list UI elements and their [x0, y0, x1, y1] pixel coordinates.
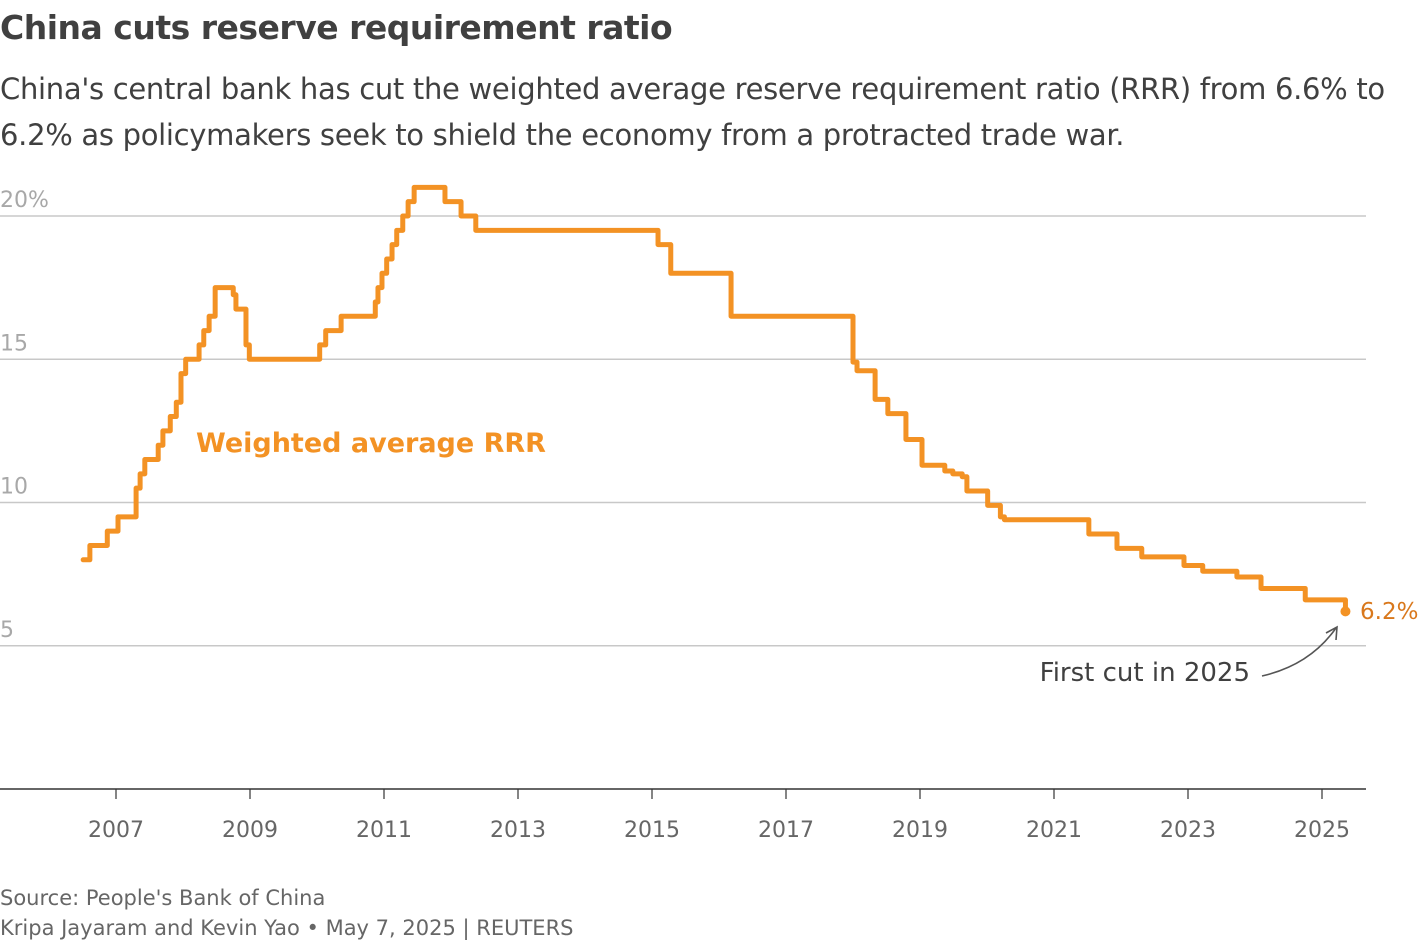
x-tick-label: 2015 [624, 818, 680, 843]
rrr-series-line [80, 184, 1348, 603]
chart-title: China cuts reserve requirement ratio [0, 8, 673, 47]
annotation-arrow [1261, 627, 1337, 677]
x-tick-label: 2019 [892, 818, 948, 843]
source-note: Source: People's Bank of China [0, 886, 326, 910]
last-value-label: 6.2% [1360, 599, 1418, 625]
y-tick-label: 5 [0, 618, 14, 643]
x-tick-label: 2007 [88, 818, 144, 843]
y-tick-label: 10 [0, 475, 28, 500]
y-tick-label: 20% [0, 188, 49, 213]
chart-subtitle: China's central bank has cut the weighte… [0, 72, 1385, 152]
x-tick-label: 2013 [490, 818, 546, 843]
x-tick-label: 2009 [222, 818, 278, 843]
series-label: Weighted average RRR [196, 428, 546, 459]
x-tick-label: 2011 [356, 818, 412, 843]
arrowhead-icon [1325, 625, 1338, 641]
last-value-dot [1340, 606, 1351, 617]
annotation-note: First cut in 2025 [1040, 658, 1250, 688]
x-tick-label: 2025 [1294, 818, 1350, 843]
credit-line: Kripa Jayaram and Kevin Yao • May 7, 202… [0, 916, 574, 940]
x-tick-label: 2021 [1026, 818, 1082, 843]
x-tick-label: 2023 [1160, 818, 1216, 843]
y-tick-label: 15 [0, 331, 28, 356]
x-tick-label: 2017 [758, 818, 814, 843]
